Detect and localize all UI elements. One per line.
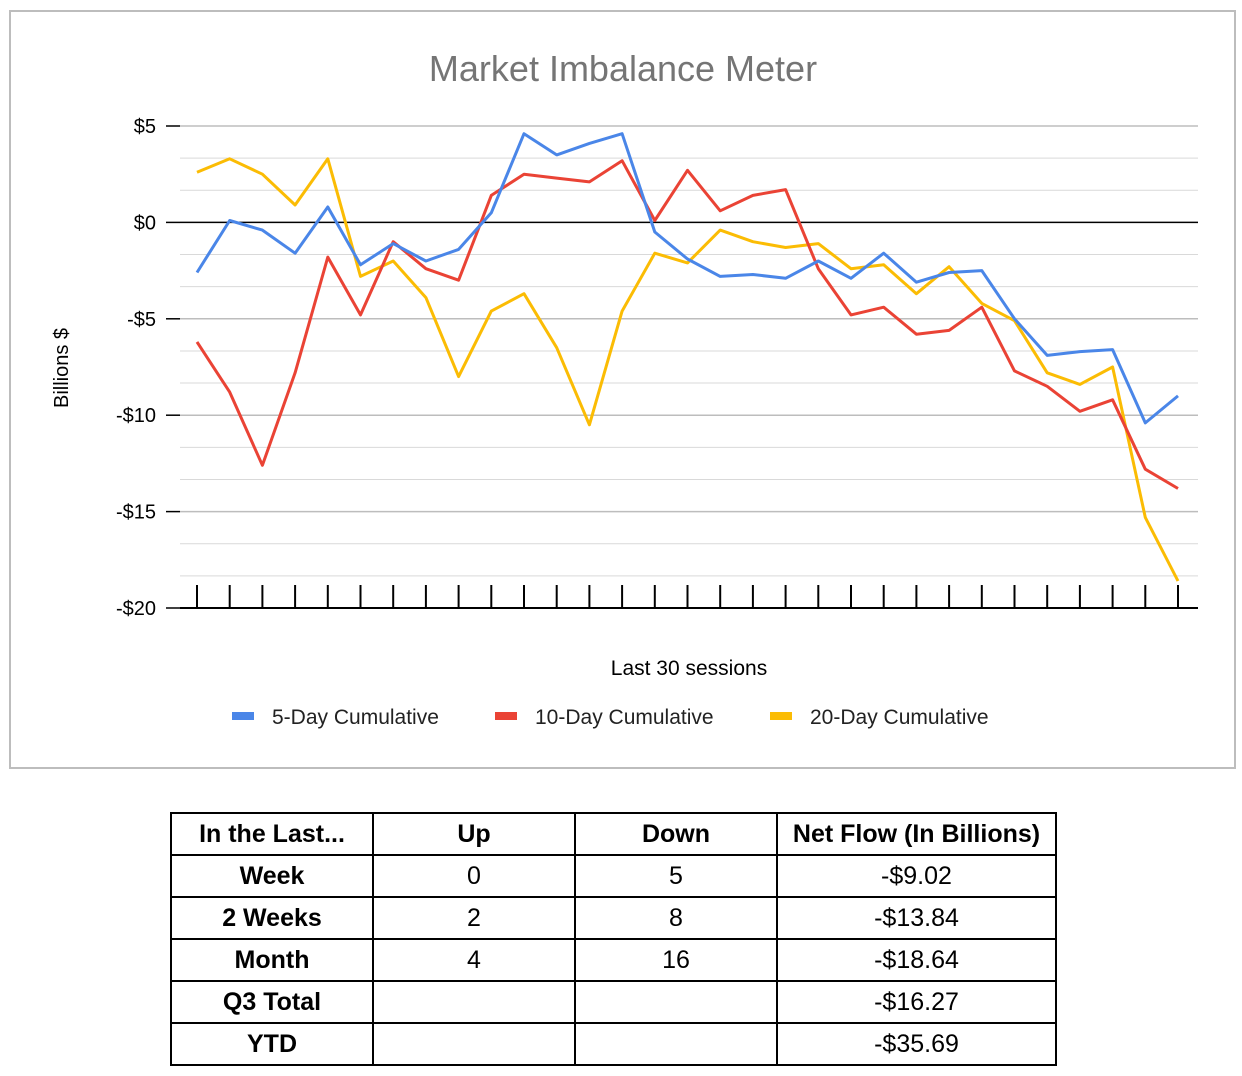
y-tick-label: -$5 [127,309,156,331]
row-label: YTD [170,1022,374,1066]
series-line-5-day-cumulative [195,132,1179,425]
legend-swatch [770,712,792,720]
y-tick-label: -$10 [116,405,156,427]
table-header-row: In the Last... Up Down Net Flow (In Bill… [170,812,1057,856]
up-cell: 0 [372,854,576,898]
y-tick-label: $0 [134,212,156,234]
y-axis-label: Billions $ [51,328,73,408]
net-flow-cell: -$35.69 [776,1022,1057,1066]
table-row: Week 0 5 -$9.02 [170,854,1057,898]
legend-swatch [495,712,517,720]
legend-label: 10-Day Cumulative [535,706,714,729]
y-tick-label: -$20 [116,598,156,620]
x-axis-ticks [196,585,1179,608]
down-cell [574,1022,778,1066]
legend-swatch [232,712,254,720]
down-cell: 16 [574,938,778,982]
gridlines [180,125,1198,609]
table-row: Month 4 16 -$18.64 [170,938,1057,982]
chart-title: Market Imbalance Meter [429,48,817,89]
y-tick-label: -$15 [116,502,156,524]
header-up: Up [372,812,576,856]
series-line-10-day-cumulative [195,159,1179,490]
down-cell [574,980,778,1024]
table-row: Q3 Total -$16.27 [170,980,1057,1024]
table-row: 2 Weeks 2 8 -$13.84 [170,896,1057,940]
net-flow-cell: -$9.02 [776,854,1057,898]
header-down: Down [574,812,778,856]
y-axis-ticks: $5 $0 -$5 -$10 -$15 -$20 [116,116,180,620]
y-tick-label: $5 [134,116,156,138]
legend-label: 20-Day Cumulative [810,706,989,729]
net-flow-table: In the Last... Up Down Net Flow (In Bill… [170,812,1057,1066]
row-label: Month [170,938,374,982]
header-period: In the Last... [170,812,374,856]
row-label: Week [170,854,374,898]
legend-label: 5-Day Cumulative [272,706,439,729]
row-label: 2 Weeks [170,896,374,940]
net-flow-cell: -$18.64 [776,938,1057,982]
series-lines [195,132,1180,582]
up-cell: 4 [372,938,576,982]
table-row: YTD -$35.69 [170,1022,1057,1066]
row-label: Q3 Total [170,980,374,1024]
x-axis-label: Last 30 sessions [611,657,767,680]
header-net-flow: Net Flow (In Billions) [776,812,1057,856]
up-cell: 2 [372,896,576,940]
legend: 5-Day Cumulative 10-Day Cumulative 20-Day … [232,706,989,729]
up-cell [372,1022,576,1066]
down-cell: 5 [574,854,778,898]
net-flow-cell: -$16.27 [776,980,1057,1024]
net-flow-cell: -$13.84 [776,896,1057,940]
down-cell: 8 [574,896,778,940]
up-cell [372,980,576,1024]
line-chart: Market Imbalance Meter $5 $0 -$5 -$10 -$15 -$… [51,48,1198,729]
